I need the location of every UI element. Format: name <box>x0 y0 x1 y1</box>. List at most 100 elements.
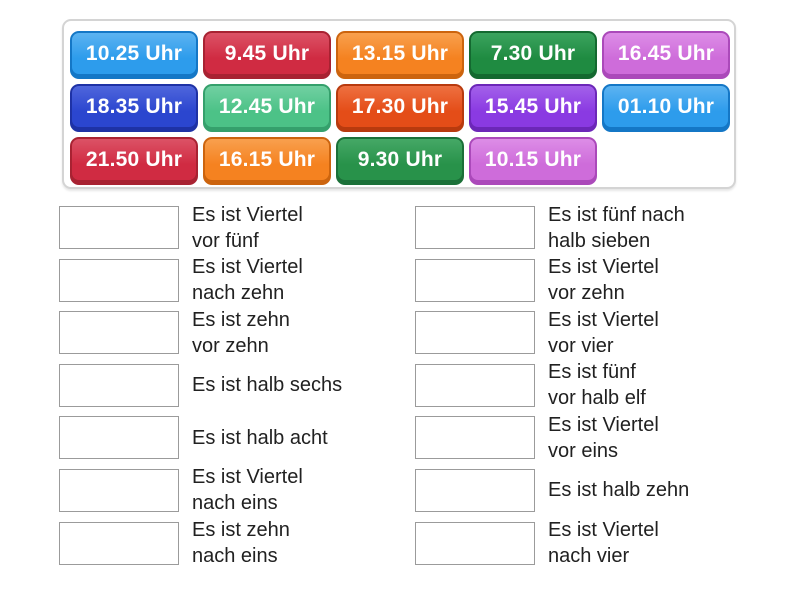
answer-slot[interactable] <box>415 258 535 302</box>
tile-tray-row: 18.35 Uhr 12.45 Uhr 17.30 Uhr 15.45 Uhr … <box>70 84 730 132</box>
time-tile[interactable]: 17.30 Uhr <box>336 84 464 132</box>
time-tile[interactable]: 21.50 Uhr <box>70 137 198 185</box>
clue-text: Es ist Viertel nach eins <box>192 464 303 516</box>
clue-text: Es ist Viertel vor eins <box>548 412 659 464</box>
time-tile-face: 18.35 Uhr <box>72 86 196 127</box>
tile-tray: 10.25 Uhr 9.45 Uhr 13.15 Uhr 7.30 Uhr 16… <box>62 19 736 189</box>
clue-line: Es ist fünf nach <box>548 203 685 226</box>
clue-line: Es ist Viertel <box>548 413 659 436</box>
clue-line: nach eins <box>192 492 278 515</box>
time-tile-label: 13.15 Uhr <box>351 41 449 65</box>
tile-tray-row: 10.25 Uhr 9.45 Uhr 13.15 Uhr 7.30 Uhr 16… <box>70 31 730 79</box>
match-row: Es ist Viertel vor fünf <box>59 204 342 252</box>
time-tile[interactable]: 10.15 Uhr <box>469 137 597 185</box>
answer-slot[interactable] <box>415 363 535 407</box>
time-tile-face: 9.30 Uhr <box>338 139 462 180</box>
clue-text: Es ist zehn nach eins <box>192 517 290 569</box>
match-row: Es ist zehn nach eins <box>59 519 342 567</box>
clue-line: nach eins <box>192 545 278 568</box>
time-tile-face: 10.25 Uhr <box>72 33 196 74</box>
time-tile-face: 12.45 Uhr <box>205 86 329 127</box>
time-tile-label: 9.45 Uhr <box>224 41 310 65</box>
clue-text: Es ist Viertel vor vier <box>548 307 659 359</box>
clue-line: Es ist Viertel <box>548 519 659 542</box>
clue-line: Es ist halb sechs <box>192 374 343 397</box>
time-tile-label: 9.30 Uhr <box>357 147 443 171</box>
time-tile-face: 13.15 Uhr <box>338 33 462 74</box>
time-tile-label: 10.25 Uhr <box>85 41 183 65</box>
answer-slot[interactable] <box>415 521 535 565</box>
tile-tray-row: 21.50 Uhr 16.15 Uhr 9.30 Uhr 10.15 Uhr <box>70 137 728 185</box>
time-tile-label: 12.45 Uhr <box>218 94 316 118</box>
clue-text: Es ist Viertel nach zehn <box>192 254 303 306</box>
time-tile-face: 9.45 Uhr <box>205 33 329 74</box>
clue-line: Es ist zehn <box>192 519 290 542</box>
time-tile-label: 15.45 Uhr <box>484 94 582 118</box>
match-row: Es ist Viertel nach eins <box>59 466 342 514</box>
answer-slot[interactable] <box>59 363 179 407</box>
match-row: Es ist Viertel vor vier <box>415 309 689 357</box>
answer-slot[interactable] <box>59 206 179 249</box>
answer-slot[interactable] <box>415 468 535 512</box>
time-tile-face: 10.15 Uhr <box>471 139 595 180</box>
answer-slot[interactable] <box>415 206 535 249</box>
time-tile-face: 01.10 Uhr <box>604 86 728 127</box>
time-tile[interactable]: 18.35 Uhr <box>70 84 198 132</box>
answer-slot[interactable] <box>415 416 535 460</box>
clue-line: Es ist halb acht <box>192 426 328 449</box>
left-column: Es ist Viertel vor fünf Es ist Viertel nac… <box>59 204 342 574</box>
clue-line: vor zehn <box>192 334 269 357</box>
clue-line: Es ist Viertel <box>192 256 303 279</box>
answer-slot[interactable] <box>415 311 535 355</box>
time-tile-label: 16.45 Uhr <box>617 41 715 65</box>
answer-slot[interactable] <box>59 258 179 302</box>
clue-text: Es ist fünf nach halb sieben <box>548 202 685 254</box>
time-tile-label: 10.15 Uhr <box>484 147 582 171</box>
match-row: Es ist Viertel vor eins <box>415 414 689 462</box>
time-tile-label: 17.30 Uhr <box>351 94 449 118</box>
clue-text: Es ist halb acht <box>192 425 328 451</box>
clue-line: Es ist Viertel <box>548 256 659 279</box>
answer-slot[interactable] <box>59 521 179 565</box>
clue-line: nach vier <box>548 545 630 568</box>
clue-line: Es ist zehn <box>192 308 290 331</box>
answer-slot[interactable] <box>59 416 179 460</box>
time-tile[interactable]: 10.25 Uhr <box>70 31 198 79</box>
time-tile-label: 01.10 Uhr <box>617 94 715 118</box>
time-tile[interactable]: 01.10 Uhr <box>602 84 730 132</box>
time-tile[interactable]: 13.15 Uhr <box>336 31 464 79</box>
time-tile[interactable]: 9.45 Uhr <box>203 31 331 79</box>
time-tile[interactable]: 15.45 Uhr <box>469 84 597 132</box>
time-tile[interactable]: 12.45 Uhr <box>203 84 331 132</box>
match-row: Es ist halb acht <box>59 416 342 460</box>
time-tile[interactable]: 9.30 Uhr <box>336 137 464 185</box>
clue-line: vor halb elf <box>548 387 646 410</box>
clue-text: Es ist Viertel nach vier <box>548 517 659 569</box>
clue-line: vor vier <box>548 334 614 357</box>
match-row: Es ist Viertel nach zehn <box>59 256 342 304</box>
clue-line: Es ist Viertel <box>192 466 303 489</box>
clue-text: Es ist fünf vor halb elf <box>548 359 646 411</box>
time-tile-face: 16.45 Uhr <box>604 33 728 74</box>
time-tile[interactable]: 16.45 Uhr <box>602 31 730 79</box>
time-tile-face: 7.30 Uhr <box>471 33 595 74</box>
right-column: Es ist fünf nach halb sieben Es ist Viert… <box>415 204 689 574</box>
match-row: Es ist fünf nach halb sieben <box>415 204 689 252</box>
clue-line: vor eins <box>548 439 619 462</box>
clue-text: Es ist zehn vor zehn <box>192 307 290 359</box>
clue-text: Es ist halb sechs <box>192 372 342 398</box>
answer-slot[interactable] <box>59 311 179 355</box>
time-tile-face: 17.30 Uhr <box>338 86 462 127</box>
time-tile[interactable]: 16.15 Uhr <box>203 137 331 185</box>
clue-line: Es ist fünf <box>548 361 636 384</box>
match-row: Es ist Viertel nach vier <box>415 519 689 567</box>
time-tile-label: 21.50 Uhr <box>85 147 183 171</box>
answer-slot[interactable] <box>59 468 179 512</box>
time-tile-label: 18.35 Uhr <box>85 94 183 118</box>
match-row: Es ist Viertel vor zehn <box>415 256 689 304</box>
time-tile[interactable]: 7.30 Uhr <box>469 31 597 79</box>
time-tile-label: 7.30 Uhr <box>490 41 576 65</box>
match-row: Es ist zehn vor zehn <box>59 309 342 357</box>
clue-text: Es ist Viertel vor zehn <box>548 254 659 306</box>
time-tile-face: 15.45 Uhr <box>471 86 595 127</box>
